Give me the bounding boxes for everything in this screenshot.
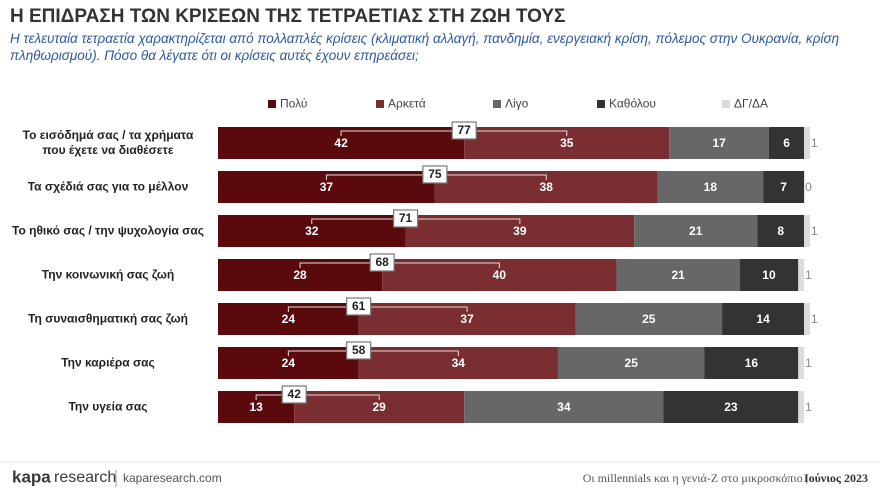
bar-segment — [757, 215, 805, 247]
bar-segment — [804, 215, 810, 247]
total-box — [392, 209, 419, 228]
legend-swatch — [493, 100, 501, 108]
category-label: Το εισόδημά σας / τα χρήματα που έχετε ν… — [22, 128, 194, 157]
data-label: 38 — [540, 180, 554, 194]
site: kaparesearch.com — [123, 471, 222, 485]
data-label: 10 — [762, 268, 776, 282]
data-label: 18 — [704, 180, 718, 194]
total-label: 77 — [457, 123, 471, 137]
legend-label: Πολύ — [280, 97, 307, 111]
category-label: Την υγεία σας — [68, 399, 148, 414]
data-label: 34 — [557, 400, 571, 414]
data-label: 29 — [373, 400, 387, 414]
data-label: 42 — [334, 136, 348, 150]
legend-label: ΔΓ/ΔΑ — [734, 97, 768, 111]
data-label: 40 — [493, 268, 507, 282]
bar-segment — [575, 303, 723, 335]
total-label: 68 — [375, 255, 389, 269]
category-label: Την κοινωνική σας ζωή — [41, 267, 175, 282]
data-label: 8 — [777, 224, 784, 238]
total-box — [369, 253, 395, 272]
bar-segment — [763, 171, 805, 203]
category-label: Το ηθικό σας / την ψυχολογία σας — [12, 223, 204, 238]
legend-swatch — [376, 100, 384, 108]
bar-segment — [798, 259, 805, 291]
data-label: 34 — [452, 356, 466, 370]
data-label: 14 — [756, 312, 770, 326]
bar-segment — [464, 391, 664, 423]
total-box — [422, 165, 448, 184]
total-label: 61 — [352, 299, 366, 313]
data-label: 16 — [745, 356, 759, 370]
total-bracket — [287, 350, 459, 356]
bar-segment — [804, 303, 810, 335]
legend-swatch — [722, 100, 730, 108]
data-label: 1 — [805, 268, 812, 282]
brand-suffix: research — [54, 469, 116, 486]
total-bracket — [299, 262, 500, 268]
total-label: 71 — [399, 211, 413, 225]
total-label: 58 — [352, 343, 366, 357]
data-label: 1 — [805, 400, 812, 414]
bar-segment — [722, 303, 805, 335]
bar-segment — [798, 347, 805, 379]
data-label: 6 — [783, 136, 790, 150]
data-label: 23 — [724, 400, 738, 414]
data-label: 1 — [811, 224, 818, 238]
category-label: Τα σχέδιά σας για το μέλλον — [27, 179, 189, 194]
total-box — [346, 297, 372, 316]
data-label: 0 — [805, 180, 812, 194]
data-label: 1 — [805, 356, 812, 370]
total-bracket — [255, 394, 380, 400]
total-box — [281, 385, 307, 404]
chart-title: Η ΕΠΙΔΡΑΣΗ ΤΩΝ ΚΡΙΣΕΩΝ ΤΗΣ ΤΕΤΡΑΕΤΙΑΣ ΣΤ… — [10, 6, 566, 27]
legend-swatch — [597, 100, 605, 108]
data-label: 32 — [305, 224, 319, 238]
data-label: 24 — [282, 356, 296, 370]
data-label: 25 — [642, 312, 656, 326]
data-label: 25 — [625, 356, 639, 370]
bar-segment — [669, 127, 769, 159]
data-label: 21 — [689, 224, 703, 238]
source: Οι millennials και η γενιά-Z στο μικροσκ… — [583, 471, 808, 485]
data-label: 13 — [249, 400, 263, 414]
chart-subtitle: Η τελευταία τετραετία χαρακτηρίζεται από… — [10, 31, 840, 63]
data-label: 21 — [671, 268, 685, 282]
data-label: 39 — [513, 224, 527, 238]
bar-segment — [804, 127, 810, 159]
total-label: 75 — [428, 167, 442, 181]
data-label: 1 — [811, 312, 818, 326]
bar-segment — [557, 347, 705, 379]
bar-segment — [768, 127, 805, 159]
bar-segment — [663, 391, 799, 423]
category-label: Τη συναισθηματική σας ζωή — [28, 311, 188, 326]
legend-label: Αρκετά — [388, 97, 426, 111]
data-label: 35 — [560, 136, 574, 150]
total-box — [346, 341, 372, 360]
data-label: 1 — [811, 136, 818, 150]
bar-segment — [616, 259, 740, 291]
category-label: Την καριέρα σας — [61, 355, 155, 370]
legend-swatch — [268, 100, 276, 108]
date: Ιούνιος 2023 — [804, 471, 868, 485]
total-bracket — [287, 306, 468, 312]
bar-segment — [634, 215, 758, 247]
bar-segment — [739, 259, 799, 291]
data-label: 7 — [780, 180, 787, 194]
brand: kapa — [12, 467, 51, 486]
total-box — [451, 121, 477, 140]
legend-label: Καθόλου — [609, 97, 656, 111]
data-label: 28 — [293, 268, 307, 282]
total-label: 42 — [288, 387, 302, 401]
data-label: 37 — [460, 312, 474, 326]
bar-segment — [704, 347, 799, 379]
data-label: 37 — [320, 180, 334, 194]
data-label: 17 — [712, 136, 726, 150]
bar-segment — [798, 391, 805, 423]
bar-segment — [657, 171, 764, 203]
legend-label: Λίγο — [505, 97, 529, 111]
data-label: 24 — [282, 312, 296, 326]
